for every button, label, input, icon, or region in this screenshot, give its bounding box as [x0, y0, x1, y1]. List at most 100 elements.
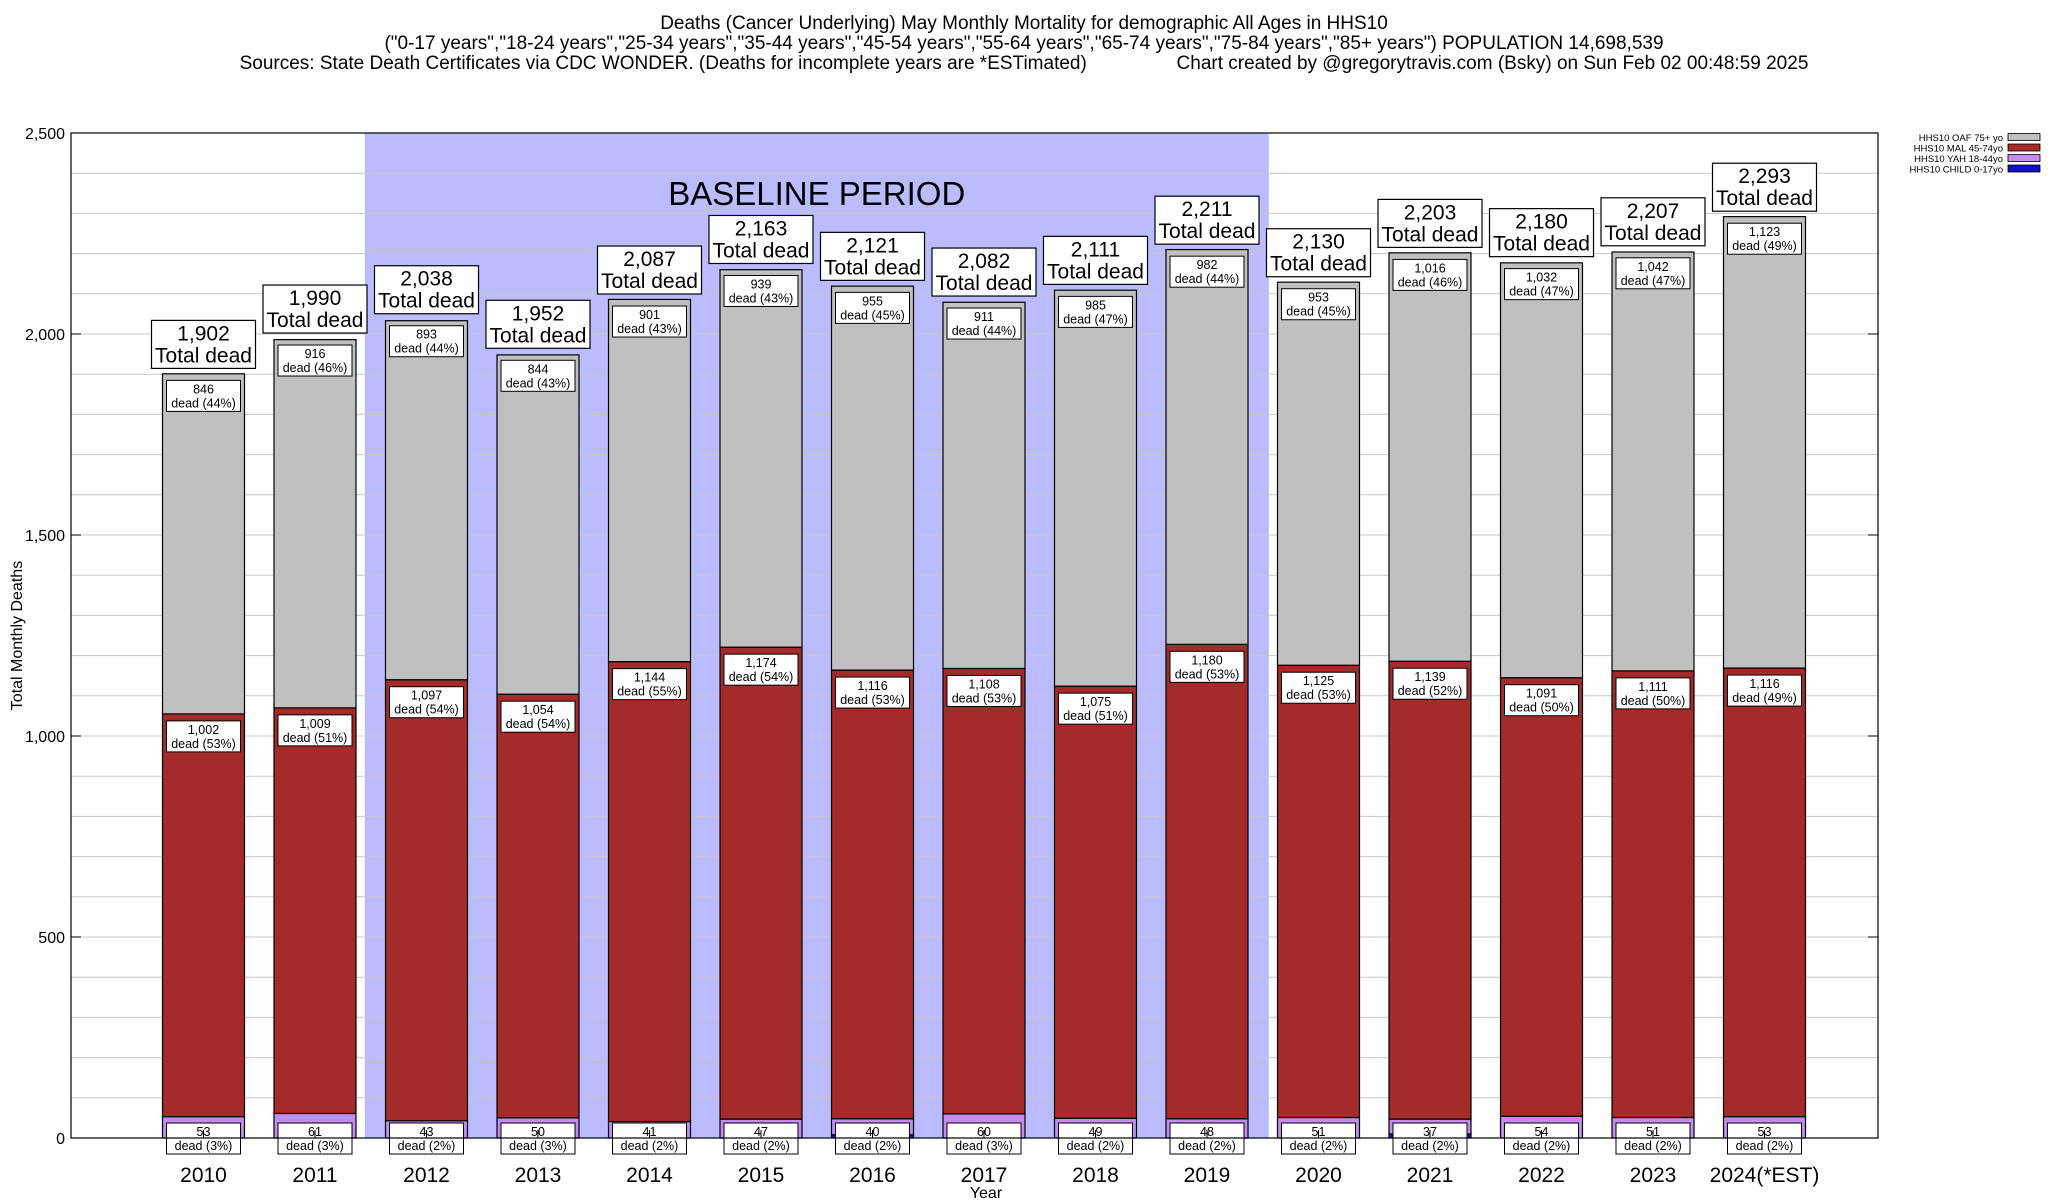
oaf-label-value: 1,032	[1526, 271, 1557, 285]
mal-label-pct: dead (51%)	[1063, 709, 1128, 723]
mal-label-value: 1,125	[1303, 674, 1334, 688]
x-tick-label: 2015	[738, 1164, 785, 1187]
total-label-value: 1,902	[177, 322, 230, 345]
mal-label-value: 1,116	[857, 679, 887, 693]
oaf-label-value: 846	[193, 382, 214, 396]
total-label-suffix: Total dead	[936, 272, 1033, 295]
bar-segment	[719, 646, 803, 1120]
oaf-label-pct: dead (47%)	[1621, 274, 1686, 288]
total-label-box	[596, 245, 703, 295]
total-label-suffix: Total dead	[601, 270, 698, 293]
axes: 0 500 1,000 1,500 2,000 2,500 2010 2011 2012 2013…	[9, 126, 1879, 1200]
bar-segment	[496, 693, 580, 1119]
bar-segment	[1611, 670, 1695, 1119]
y-tick-label: 1,000	[25, 729, 65, 746]
total-label-value: 2,293	[1738, 165, 1791, 188]
oaf-label-pct: dead (49%)	[1732, 239, 1797, 253]
total-label-value: 2,207	[1627, 200, 1680, 223]
yah-label-pct: dead (2%)	[621, 1139, 679, 1153]
oaf-label-value: 985	[1085, 298, 1106, 312]
x-tick-label: 2020	[1295, 1164, 1342, 1187]
bar-segment	[496, 354, 580, 695]
oaf-label-value: 893	[416, 328, 437, 342]
legend-entry-label: HHS10 OAF 75+ yo	[1919, 133, 2003, 144]
oaf-label-box	[723, 274, 799, 307]
oaf-label-value: 911	[974, 310, 994, 324]
oaf-label-box	[1281, 288, 1356, 321]
mal-label-value: 1,108	[968, 677, 999, 691]
mal-label-box	[1615, 677, 1691, 710]
bar-segment	[607, 298, 692, 663]
mal-label-pct: dead (49%)	[1732, 691, 1797, 705]
oaf-label-pct: dead (46%)	[1398, 275, 1463, 289]
total-label-value: 2,130	[1292, 231, 1345, 254]
bar-segment	[830, 285, 915, 671]
mal-label-value: 1,144	[634, 671, 665, 685]
legend-entry-swatch	[2007, 133, 2041, 141]
x-tick-label: 2011	[292, 1164, 337, 1187]
total-label-value: 1,990	[289, 287, 342, 310]
bar-segment	[1276, 664, 1361, 1119]
bar-segment	[161, 713, 246, 1118]
oaf-label-value: 916	[305, 347, 326, 361]
x-tick-label: 2018	[1072, 1164, 1119, 1187]
total-label-suffix: Total dead	[378, 290, 475, 313]
yah-label-pct: dead (3%)	[509, 1139, 567, 1153]
mal-label-pct: dead (53%)	[1286, 688, 1351, 702]
bar-segment	[830, 669, 915, 1120]
x-tick-label: 2013	[515, 1164, 562, 1187]
yah-label-pct: dead (2%)	[732, 1139, 790, 1153]
yah-label-pct: dead (2%)	[1290, 1139, 1348, 1153]
oaf-label-pct: dead (44%)	[952, 324, 1017, 338]
total-label-box	[1711, 162, 1818, 212]
mal-label-value: 1,075	[1080, 695, 1111, 709]
x-tick-label: 2017	[961, 1164, 1008, 1187]
y-tick-label: 0	[56, 1131, 65, 1148]
mal-label-box	[277, 714, 353, 747]
legend-entry-swatch	[2007, 154, 2041, 162]
yah-label-pct: dead (2%)	[1736, 1139, 1794, 1153]
total-label-box	[708, 214, 814, 265]
legend-entry-swatch	[2007, 143, 2041, 152]
bar-segment	[1165, 643, 1249, 1120]
total-label-box	[1600, 197, 1706, 247]
total-label-box	[1042, 235, 1149, 285]
oaf-label-pct: dead (46%)	[283, 361, 348, 375]
total-label-value: 2,082	[958, 250, 1011, 273]
total-label-value: 2,203	[1404, 201, 1457, 224]
oaf-label-pct: dead (45%)	[1286, 305, 1351, 319]
oaf-label-box	[389, 325, 464, 358]
y-tick-label: 2,500	[25, 126, 65, 143]
yah-label-pct: dead (2%)	[1624, 1139, 1682, 1153]
bar-segment	[607, 661, 692, 1123]
oaf-label-box	[166, 379, 241, 412]
plot-frame	[70, 132, 1879, 1139]
x-tick-label: 2019	[1184, 1164, 1231, 1187]
total-label-suffix: Total dead	[1047, 260, 1144, 283]
oaf-label-pct: dead (44%)	[171, 396, 236, 410]
x-axis-label: Year	[970, 1185, 1003, 1200]
mal-label-box	[1504, 684, 1579, 717]
oaf-label-box	[277, 344, 353, 377]
total-label-suffix: Total dead	[1382, 223, 1479, 246]
total-label-value: 2,111	[1071, 238, 1120, 261]
oaf-label-box	[1504, 268, 1579, 301]
oaf-label-value: 901	[639, 308, 660, 322]
mal-label-value: 1,054	[522, 703, 553, 717]
mal-label-pct: dead (54%)	[729, 670, 794, 684]
total-label-suffix: Total dead	[155, 344, 252, 367]
oaf-label-value: 1,123	[1749, 225, 1780, 239]
x-tick-label: 2016	[849, 1164, 896, 1187]
mal-label-box	[1169, 650, 1245, 683]
mal-label-pct: dead (51%)	[283, 731, 348, 745]
mal-label-pct: dead (53%)	[1175, 667, 1240, 681]
bar-segment	[1499, 677, 1584, 1117]
bar-segment	[273, 339, 357, 709]
legend-entry-label: HHS10 CHILD 0-17yo	[1910, 165, 2003, 176]
yah-label-pct: dead (2%)	[1067, 1139, 1125, 1153]
bar-segment	[384, 320, 469, 681]
mal-label-value: 1,174	[745, 656, 776, 670]
mal-label-pct: dead (53%)	[952, 691, 1017, 705]
